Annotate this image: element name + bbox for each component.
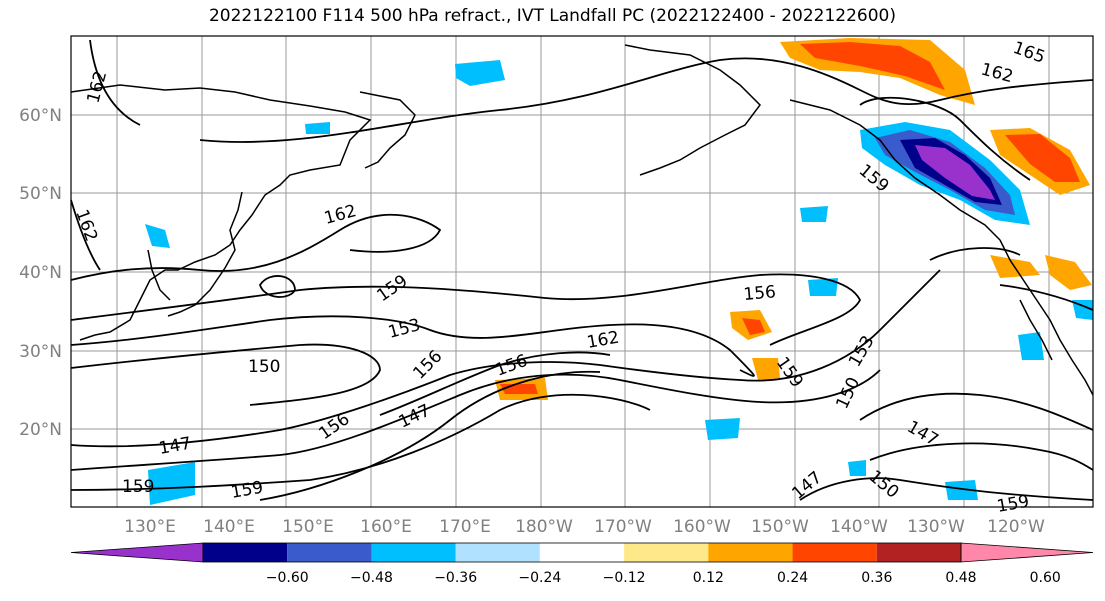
negative-patch-gulf bbox=[800, 206, 828, 222]
colorbar-outline bbox=[202, 542, 962, 563]
lon-label: 180°W bbox=[515, 517, 573, 537]
negative-patch-mexico bbox=[1018, 332, 1044, 360]
negative-patch-hawaii bbox=[705, 418, 740, 440]
lat-label: 40°N bbox=[19, 263, 62, 283]
asia-coast bbox=[70, 84, 372, 341]
contour-label: 159 bbox=[995, 492, 1030, 517]
colorbar-swatch bbox=[624, 543, 709, 562]
lon-label: 140°E bbox=[203, 517, 255, 537]
colorbar-tick-label: −0.36 bbox=[434, 570, 477, 586]
colorbar-swatch bbox=[876, 543, 961, 562]
map-frame bbox=[70, 35, 1094, 508]
negative-patch-mid-pacific bbox=[808, 278, 838, 296]
refractivity-contours bbox=[70, 39, 1094, 501]
colorbar bbox=[70, 542, 1094, 563]
coastlines bbox=[70, 44, 1094, 396]
colorbar-tick-label: −0.12 bbox=[603, 570, 646, 586]
colorbar-swatch bbox=[371, 543, 456, 562]
colorbar-tick-label: 0.12 bbox=[693, 570, 724, 586]
lat-label: 20°N bbox=[19, 420, 62, 440]
negative-patch-sw-1 bbox=[148, 462, 195, 505]
colorbar-tick-label: 0.48 bbox=[945, 570, 976, 586]
colorbar-tick-label: −0.24 bbox=[518, 570, 561, 586]
alaska-panhandle bbox=[789, 99, 1001, 241]
colorbar-swatch bbox=[792, 543, 877, 562]
colorbar-swatch bbox=[708, 543, 793, 562]
korea bbox=[147, 249, 171, 301]
contour-label: 156 bbox=[743, 282, 777, 305]
lon-label: 120°W bbox=[987, 517, 1045, 537]
alaska bbox=[624, 44, 761, 176]
colorbar-swatch bbox=[203, 543, 288, 562]
colorbar-tick-label: 0.60 bbox=[1030, 570, 1061, 586]
negative-patch-1075 bbox=[1072, 300, 1093, 320]
positive-patch-subtropical-core bbox=[500, 384, 538, 394]
negative-patch-aleutian bbox=[455, 60, 505, 86]
lon-label: 150°W bbox=[751, 517, 809, 537]
colorbar-tick-label: 0.36 bbox=[861, 570, 892, 586]
positive-patch-canada-core bbox=[1005, 134, 1080, 182]
lon-label: 130°W bbox=[907, 517, 965, 537]
shaded-anomaly-patches bbox=[145, 38, 1093, 505]
lon-label: 150°E bbox=[282, 517, 334, 537]
colorbar-swatch bbox=[539, 543, 625, 562]
negative-patch-sw-2 bbox=[848, 460, 866, 476]
colorbar-tick-labels: −0.60 −0.48 −0.36 −0.24 −0.12 0.12 0.24 0.36 0.4… bbox=[266, 570, 1061, 586]
contour-label: 150 bbox=[248, 357, 280, 377]
positive-patch-alaska-core bbox=[800, 42, 945, 90]
colorbar-tick-label: 0.24 bbox=[777, 570, 808, 586]
kamchatka bbox=[359, 91, 416, 169]
contour-label: 159 bbox=[122, 477, 154, 497]
negative-patch-japan bbox=[145, 224, 170, 248]
latitude-labels: 60°N 50°N 40°N 30°N 20°N bbox=[19, 106, 62, 440]
baja bbox=[1019, 299, 1053, 361]
north-america-west bbox=[999, 239, 1094, 396]
positive-patch-pacific-1-core bbox=[742, 318, 765, 335]
map-panel: 162 162 162 165 162 159 159 153 150 147 … bbox=[70, 35, 1094, 517]
colorbar-extend-low bbox=[70, 542, 204, 563]
lon-label: 170°E bbox=[439, 517, 491, 537]
colorbar-swatch bbox=[455, 543, 540, 562]
lon-label: 160°W bbox=[673, 517, 731, 537]
colorbar-extend-high bbox=[960, 542, 1094, 563]
map-title: 2022122100 F114 500 hPa refract., IVT La… bbox=[208, 6, 896, 26]
longitude-labels: 130°E 140°E 150°E 160°E 170°E 180°W 170°… bbox=[124, 517, 1045, 537]
colorbar-tick-label: −0.60 bbox=[266, 570, 309, 586]
positive-patch-west-coast-2 bbox=[1045, 255, 1092, 290]
negative-patch-east-pacific bbox=[945, 480, 978, 500]
colorbar-tick-label: −0.48 bbox=[350, 570, 393, 586]
lon-label: 170°W bbox=[594, 517, 652, 537]
lon-label: 130°E bbox=[124, 517, 176, 537]
negative-patch-kamchatka bbox=[305, 122, 330, 134]
colorbar-swatch bbox=[287, 543, 372, 562]
positive-patch-pacific-2 bbox=[752, 358, 780, 380]
lon-label: 140°W bbox=[830, 517, 888, 537]
lat-label: 60°N bbox=[19, 106, 62, 126]
lat-label: 30°N bbox=[19, 342, 62, 362]
japan bbox=[167, 191, 243, 317]
lon-label: 160°E bbox=[360, 517, 412, 537]
lat-label: 50°N bbox=[19, 184, 62, 204]
negative-patch-bc-core bbox=[915, 145, 995, 200]
